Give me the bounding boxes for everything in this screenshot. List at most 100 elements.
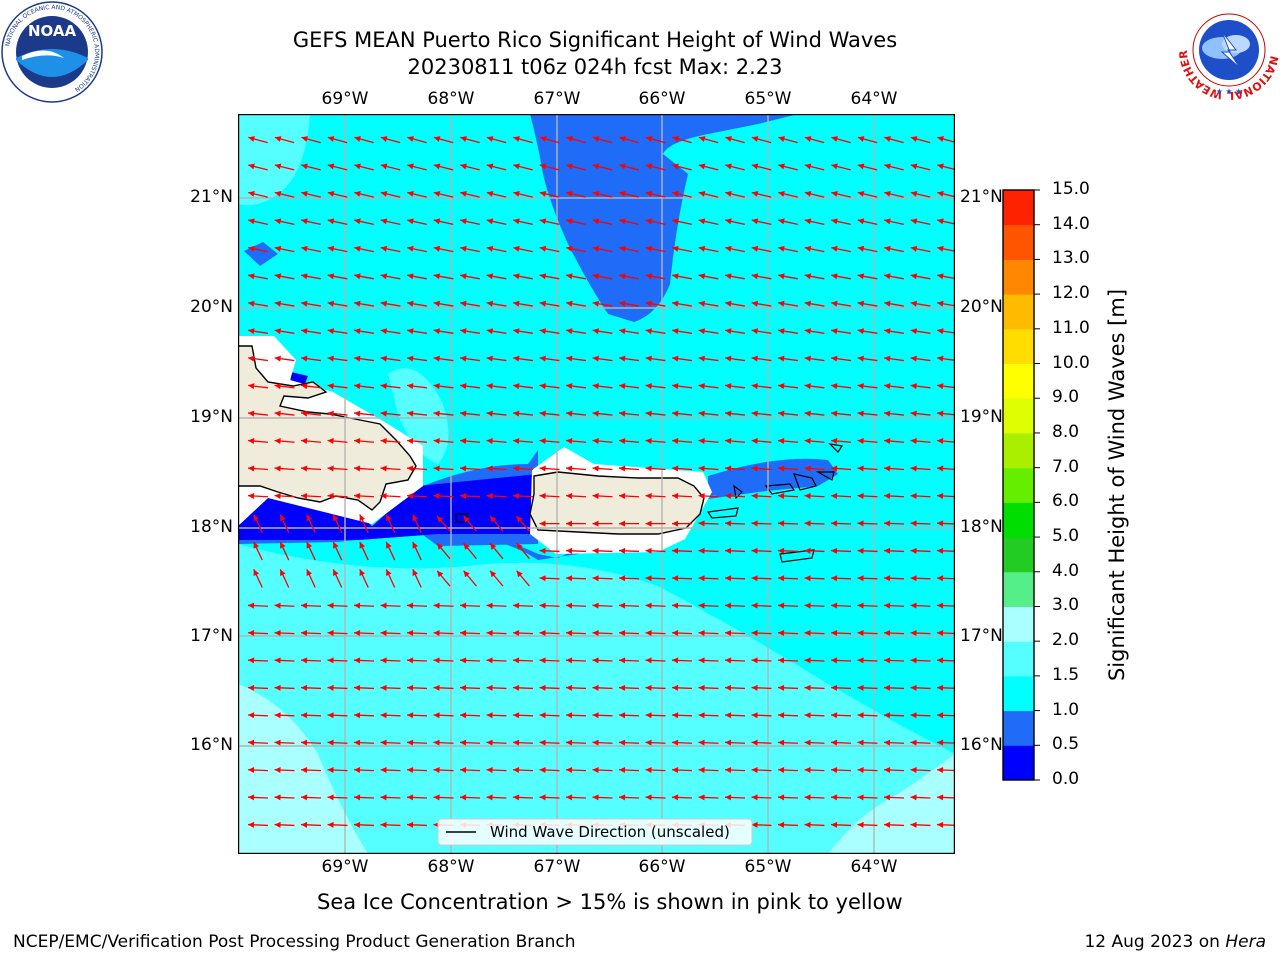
wind-wave-arrowhead	[672, 163, 679, 170]
wind-wave-arrowhead	[645, 245, 653, 252]
wind-wave-arrowhead	[460, 218, 467, 225]
wind-wave-arrowhead	[437, 543, 444, 550]
wind-wave-arrowhead	[327, 245, 335, 252]
wind-wave-arrowhead	[725, 136, 732, 142]
colorbar-segment	[1003, 294, 1034, 330]
wind-wave-arrowhead	[937, 218, 944, 225]
wind-wave-arrowhead	[248, 190, 255, 197]
wind-wave-arrowhead	[725, 355, 732, 362]
wind-wave-arrowhead	[486, 602, 493, 609]
wind-wave-arrowhead	[486, 355, 493, 362]
wind-wave-arrowhead	[513, 355, 520, 362]
wind-wave-arrowhead	[490, 543, 497, 550]
wind-wave-arrowhead	[751, 520, 758, 527]
colorbar-tick-label: 1.0	[1052, 699, 1080, 720]
wind-wave-arrowhead	[645, 575, 652, 582]
wind-wave-arrowhead	[778, 465, 785, 472]
wind-wave-arrowhead	[566, 657, 573, 664]
wind-wave-arrowhead	[645, 300, 653, 307]
wind-wave-arrowhead	[937, 383, 944, 390]
legend-label: Wind Wave Direction (unscaled)	[490, 823, 730, 841]
wind-wave-arrowhead	[857, 273, 865, 280]
wind-wave-arrowhead	[910, 767, 917, 774]
wind-wave-arrowhead	[460, 630, 467, 637]
wind-wave-arrowhead	[539, 630, 546, 637]
wind-wave-arrowhead	[490, 570, 497, 578]
wind-wave-arrowhead	[804, 657, 811, 664]
wind-wave-arrowhead	[831, 355, 838, 362]
wind-wave-arrowhead	[248, 410, 255, 417]
wind-wave-arrowhead	[751, 438, 758, 445]
wind-wave-arrowhead	[831, 575, 838, 582]
wind-wave-arrowhead	[407, 602, 414, 609]
wind-wave-arrowhead	[539, 465, 546, 472]
wind-wave-arrowhead	[831, 767, 838, 774]
wind-wave-arrowhead	[725, 547, 732, 554]
wind-wave-arrowhead	[831, 712, 838, 719]
wind-wave-arrowhead	[513, 602, 520, 609]
wind-wave-arrowhead	[672, 492, 679, 499]
wind-wave-arrowhead	[248, 136, 255, 142]
wind-wave-arrowhead	[884, 328, 891, 335]
wind-wave-arrowhead	[592, 410, 599, 417]
wind-wave-arrowhead	[460, 245, 467, 252]
wind-wave-arrowhead	[672, 465, 679, 472]
colorbar-segment	[1003, 710, 1034, 746]
wind-wave-arrowhead	[778, 163, 785, 170]
wind-wave-arrowhead	[248, 492, 255, 499]
wind-wave-arrowhead	[698, 383, 705, 390]
wind-wave-arrowhead	[804, 547, 811, 554]
wind-wave-arrowhead	[884, 190, 891, 197]
wind-wave-arrowhead	[386, 514, 392, 522]
wind-wave-arrowhead	[910, 273, 918, 280]
wind-wave-arrowhead	[725, 245, 732, 252]
wind-wave-arrowhead	[778, 712, 785, 719]
wind-wave-arrowhead	[354, 684, 361, 691]
wind-wave-arrowhead	[645, 383, 652, 390]
wind-wave-arrowhead	[804, 821, 811, 828]
wind-wave-arrowhead	[486, 739, 493, 746]
wind-wave-arrowhead	[910, 657, 917, 664]
wind-wave-arrowhead	[248, 630, 255, 637]
wind-wave-arrowhead	[539, 492, 546, 499]
wind-wave-arrowhead	[274, 739, 281, 746]
wind-wave-arrowhead	[645, 520, 652, 527]
wind-wave-arrowhead	[831, 136, 838, 142]
wind-wave-arrowhead	[831, 684, 838, 691]
wind-wave-arrowhead	[380, 602, 387, 609]
wind-wave-arrowhead	[937, 410, 944, 417]
wind-wave-arrowhead	[698, 630, 705, 637]
wind-wave-arrowhead	[433, 355, 440, 362]
lat-label-right: 21°N	[960, 187, 1003, 207]
wind-wave-arrowhead	[831, 410, 838, 417]
wind-wave-arrowhead	[327, 136, 335, 142]
wind-wave-arrowhead	[619, 190, 626, 197]
wind-wave-arrowhead	[486, 190, 494, 197]
wind-wave-arrowhead	[327, 328, 334, 335]
wind-wave-arrowhead	[672, 273, 679, 280]
wind-wave-arrowhead	[698, 520, 705, 527]
wind-wave-arrowhead	[937, 163, 944, 170]
wind-wave-arrowhead	[460, 465, 467, 472]
lon-label-top: 69°W	[321, 89, 369, 109]
wind-wave-arrowhead	[804, 410, 811, 417]
wind-wave-arrowhead	[619, 794, 626, 801]
wind-wave-arrowhead	[804, 575, 811, 582]
wind-wave-arrowhead	[516, 543, 523, 550]
wind-wave-arrowhead	[884, 575, 891, 582]
wind-wave-arrowhead	[857, 410, 864, 417]
wind-wave-arrowhead	[513, 794, 520, 801]
wind-wave-arrowhead	[539, 300, 547, 307]
wind-wave-arrowhead	[354, 438, 361, 445]
wind-wave-arrowhead	[513, 383, 520, 390]
wind-wave-arrowhead	[698, 712, 705, 719]
wind-wave-arrowhead	[592, 190, 600, 197]
wind-wave-arrowhead	[486, 328, 493, 335]
wind-wave-arrowhead	[751, 300, 759, 307]
wind-wave-arrowhead	[698, 163, 706, 170]
wind-wave-arrowhead	[857, 218, 865, 225]
wind-wave-arrowhead	[460, 273, 467, 280]
wind-wave-arrowhead	[301, 657, 308, 664]
wind-wave-arrowhead	[910, 218, 918, 225]
wind-wave-arrowhead	[698, 657, 705, 664]
